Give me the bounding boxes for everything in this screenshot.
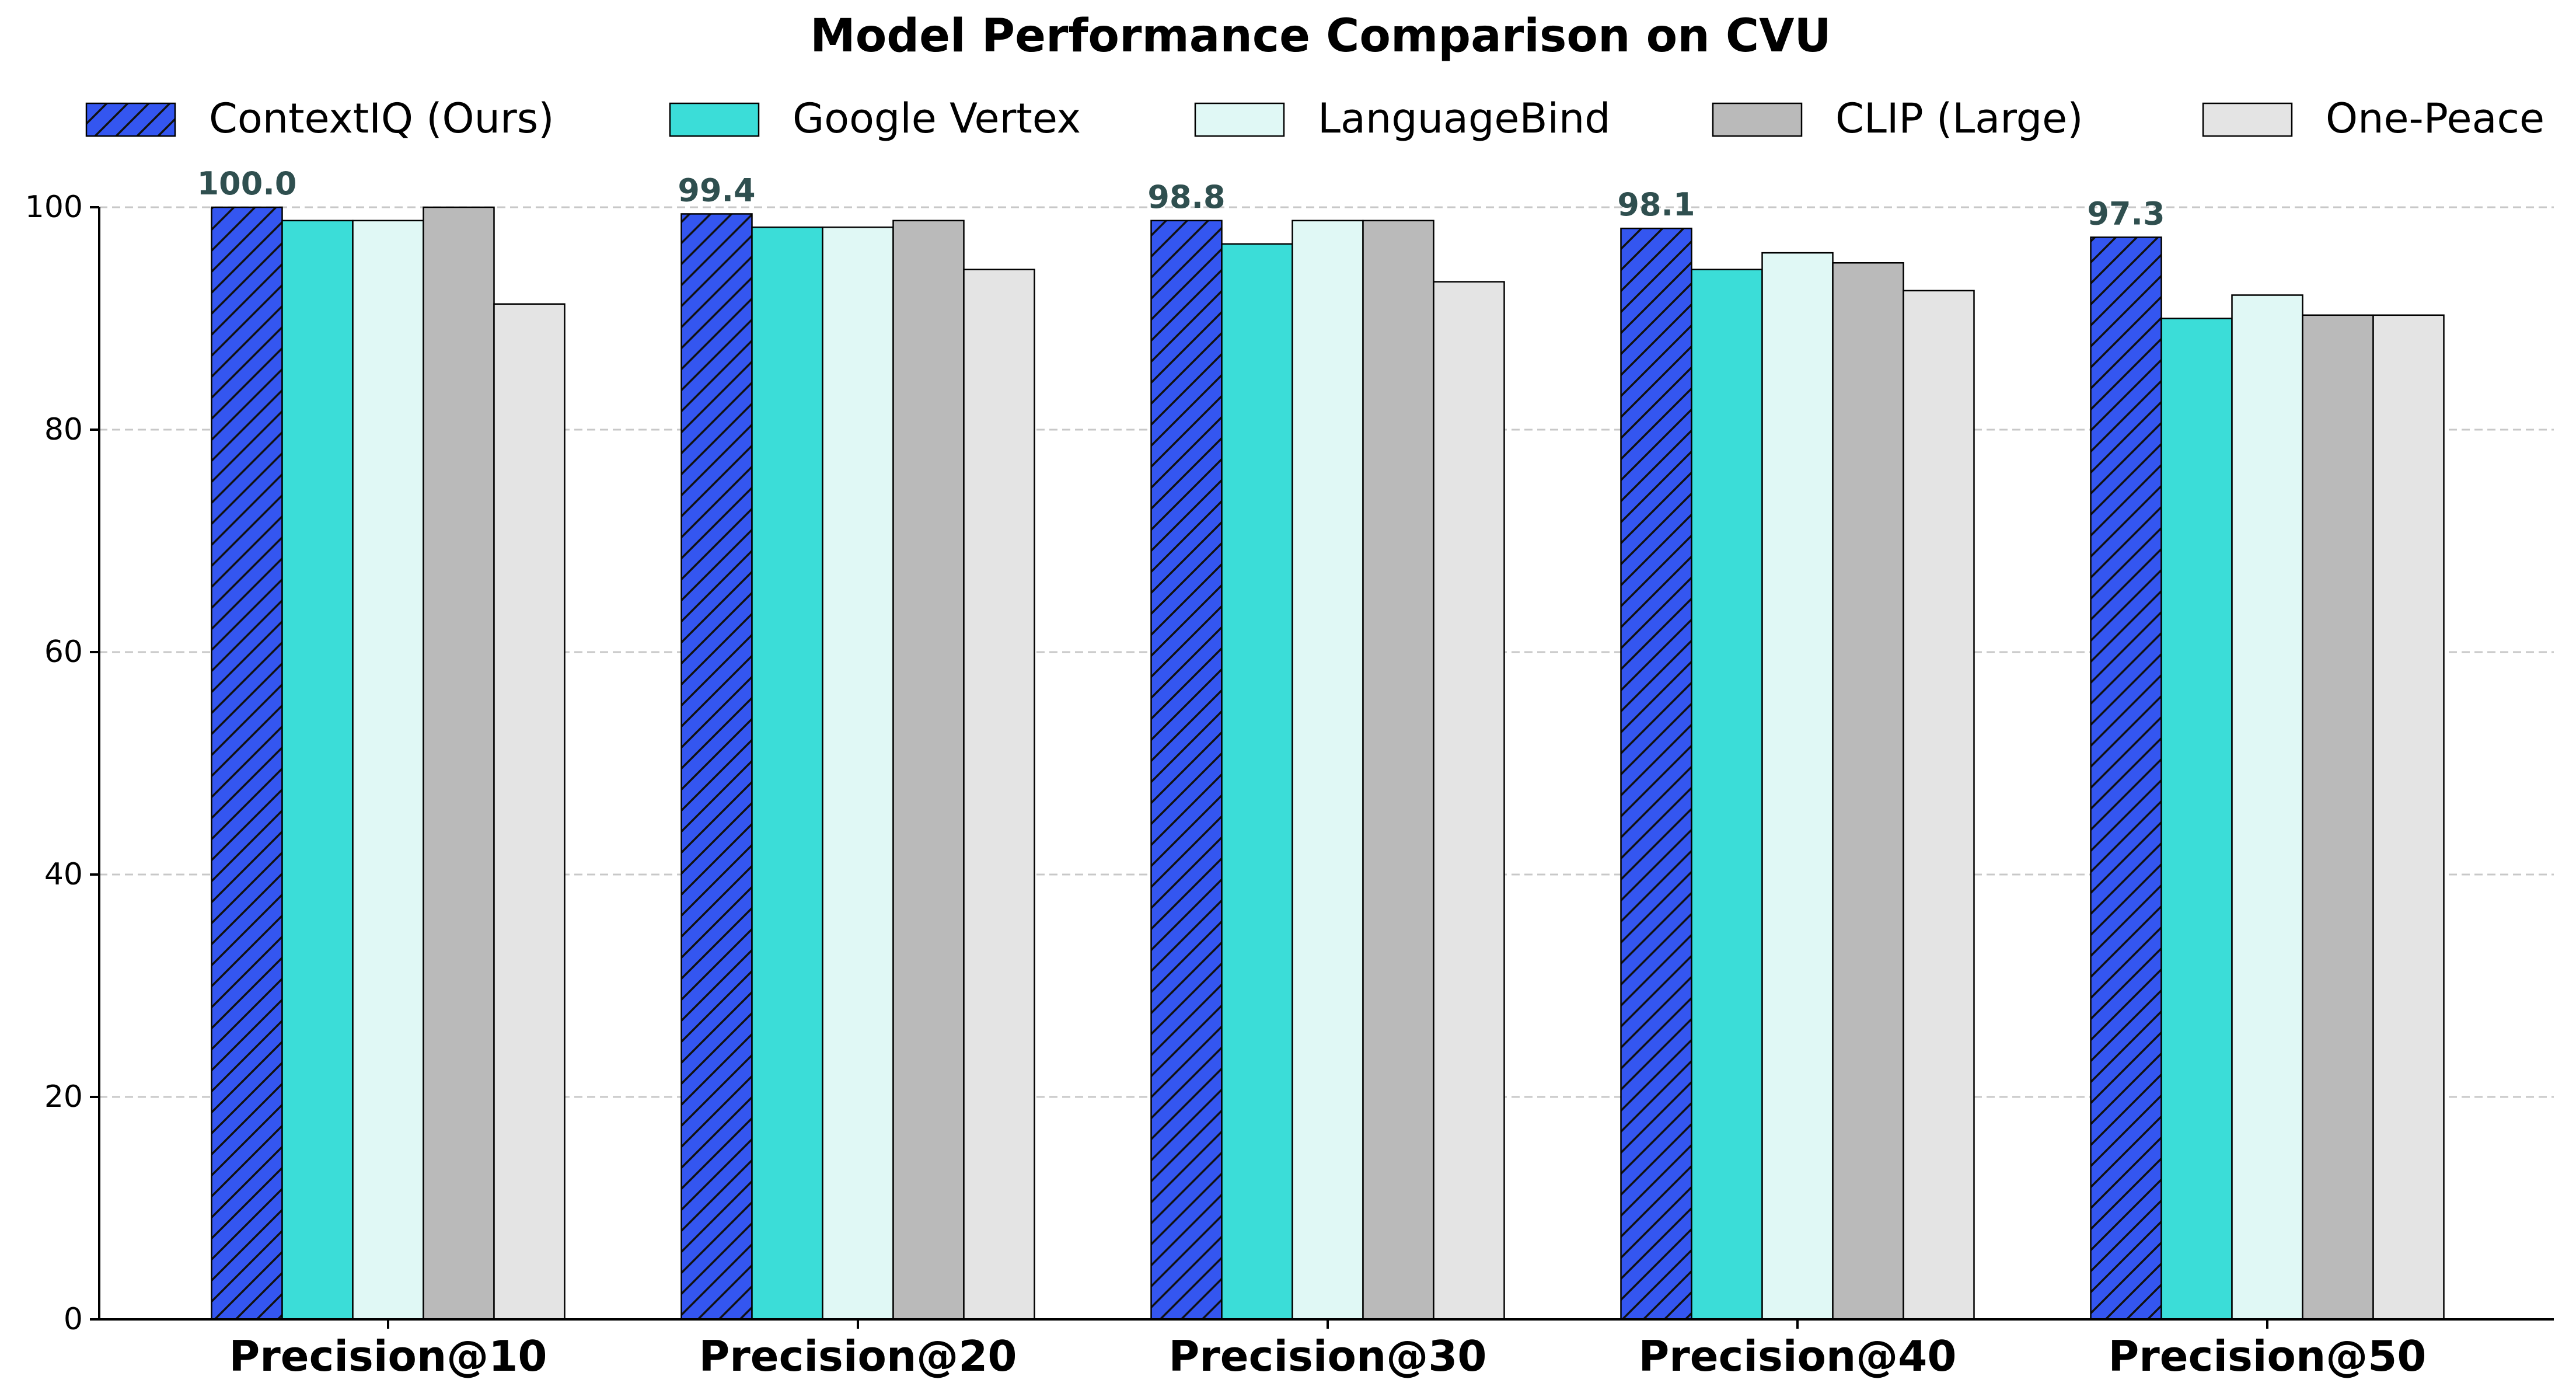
bar (680, 213, 753, 1321)
legend-swatch (85, 102, 176, 137)
data-label: 97.3 (2087, 195, 2165, 232)
data-label: 98.1 (1617, 186, 1695, 223)
bar (2231, 294, 2303, 1321)
legend-swatch (1712, 102, 1803, 137)
bar (1903, 290, 1975, 1321)
x-tick-label: Precision@40 (1639, 1332, 1957, 1381)
axes: 0 20 40 60 80 100 Precision@10 Precision@20 Prec… (25, 190, 2554, 1381)
bar (822, 227, 894, 1321)
y-tick-label: 80 (44, 412, 83, 447)
bar (1832, 262, 1904, 1321)
x-tick-label: Precision@10 (229, 1332, 547, 1381)
bar (1691, 269, 1763, 1321)
x-tick-label: Precision@50 (2109, 1332, 2427, 1381)
value-labels: 100.0 99.4 98.8 98.1 97.3 (197, 165, 2165, 232)
bars (211, 206, 2445, 1321)
bar (493, 303, 566, 1321)
x-tick-label: Precision@20 (699, 1332, 1017, 1381)
bar (2090, 236, 2162, 1321)
bar (751, 227, 823, 1321)
bar (2302, 314, 2374, 1321)
y-tick-label: 100 (25, 190, 83, 225)
bar (1150, 220, 1223, 1321)
bar (352, 220, 424, 1321)
bar (211, 206, 283, 1321)
bar (2160, 318, 2233, 1321)
legend-label: One-Peace (2326, 95, 2544, 142)
bar (423, 206, 495, 1321)
bar (2372, 314, 2445, 1321)
data-label: 99.4 (678, 172, 755, 208)
legend-label: ContextIQ (Ours) (209, 95, 554, 142)
legend-swatch (2202, 102, 2293, 137)
bar (892, 220, 965, 1321)
bar (1362, 220, 1434, 1321)
y-tick-label: 20 (44, 1079, 83, 1114)
data-label: 98.8 (1147, 179, 1225, 215)
bar (1221, 243, 1293, 1321)
y-tick-label: 40 (44, 857, 83, 892)
chart-title: Model Performance Comparison on CVU (810, 10, 1831, 62)
legend-label: Google Vertex (793, 95, 1081, 142)
bar (1433, 281, 1505, 1321)
bar (1620, 227, 1692, 1321)
bar (1761, 252, 1834, 1321)
y-tick-label: 60 (44, 635, 83, 670)
bar (1292, 220, 1364, 1321)
legend-label: LanguageBind (1318, 95, 1611, 142)
legend-swatch (669, 102, 760, 137)
bar (963, 269, 1035, 1321)
legend: ContextIQ (Ours) Google Vertex LanguageBin… (85, 95, 2544, 142)
bar (281, 220, 354, 1321)
x-tick-label: Precision@30 (1169, 1332, 1487, 1381)
y-tick-label: 0 (64, 1302, 83, 1337)
data-label: 100.0 (197, 165, 297, 202)
legend-label: CLIP (Large) (1835, 95, 2083, 142)
legend-swatch (1194, 102, 1285, 137)
